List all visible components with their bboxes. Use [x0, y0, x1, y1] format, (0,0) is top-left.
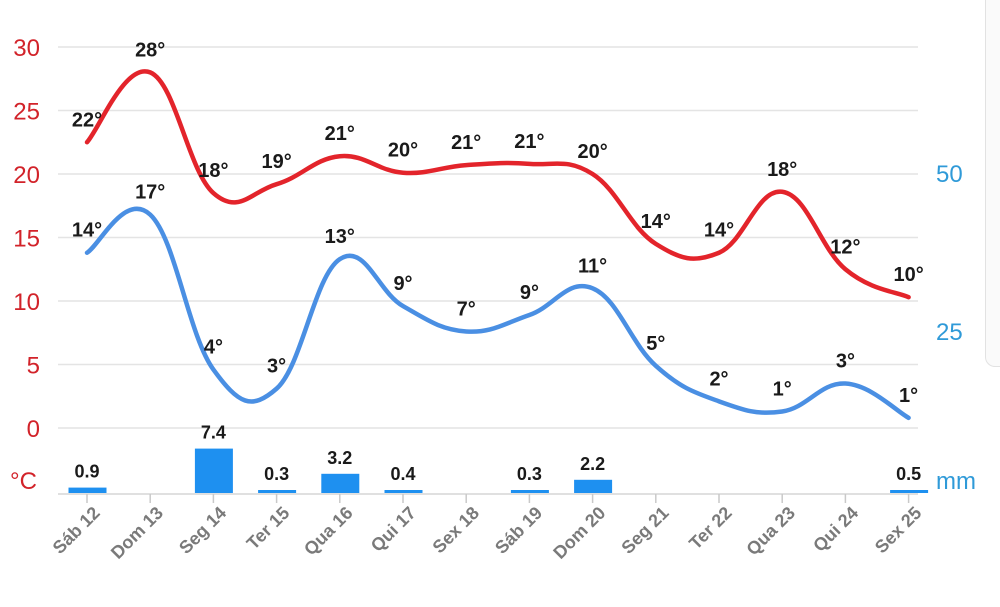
right-tick-label: 25 [936, 319, 963, 346]
x-tick-label: Ter 15 [243, 503, 294, 554]
precip-bars [68, 448, 929, 493]
temp-label-min: 7° [457, 298, 476, 320]
temp-label-min: 14° [72, 220, 102, 242]
gridlines [58, 46, 918, 495]
temp-label-max: 14° [704, 220, 734, 242]
temp-label-max: 21° [325, 123, 355, 145]
temp-label-max: 20° [388, 140, 418, 162]
temp-label-min: 13° [325, 226, 355, 248]
precip-label: 3.2 [327, 448, 352, 468]
precip-bar [258, 490, 297, 493]
temp-line-max [84, 69, 911, 300]
y-tick-label: 15 [13, 226, 40, 253]
precip-bar [384, 490, 423, 493]
x-tick-label: Seg 14 [175, 503, 230, 558]
data-labels: 22° 28° 18° 19° 21° 20° 21° 21° 20° 14° 14° 18° 12° 1… [72, 39, 924, 484]
temp-label-min: 9° [393, 273, 412, 295]
temp-label-max: 10° [893, 264, 923, 286]
temp-label-min: 11° [578, 255, 607, 277]
temp-label-min: 1° [773, 378, 792, 400]
precip-label: 0.4 [390, 464, 415, 484]
temp-label-max: 12° [830, 236, 860, 258]
x-tick-label: Seg 21 [617, 503, 672, 558]
precip-bar [510, 490, 549, 493]
precip-bar [68, 487, 107, 493]
temp-label-max: 18° [767, 159, 797, 181]
x-tick-label: Ter 22 [685, 503, 736, 554]
x-tick-label: Qui 24 [809, 503, 862, 556]
y-tick-label: 30 [13, 35, 40, 62]
x-tick-label: Dom 13 [107, 503, 167, 563]
temp-label-max: 21° [514, 131, 544, 153]
y-tick-label: 5 [27, 353, 40, 380]
temp-label-min: 17° [135, 182, 165, 204]
x-tick-label: Qua 16 [300, 503, 357, 560]
y-tick-label: 25 [13, 99, 40, 126]
temp-label-min: 5° [646, 333, 665, 355]
y-tick-label: 10 [13, 289, 40, 316]
x-tick-label: Dom 20 [549, 503, 609, 563]
temp-label-min: 1° [899, 385, 918, 407]
temp-label-max: 20° [577, 141, 607, 163]
y-axis-unit-celsius: °C [10, 468, 37, 495]
precip-label: 0.5 [896, 464, 921, 484]
temp-label-max: 28° [135, 39, 165, 61]
y-axis-right: 50 25 mm [936, 161, 976, 495]
x-tick-label: Sáb 19 [491, 503, 546, 558]
temp-line-min [84, 206, 911, 421]
temp-label-max: 19° [261, 151, 291, 173]
y-axis-unit-mm: mm [936, 468, 976, 495]
temp-label-min: 9° [520, 282, 539, 304]
temp-label-min: 3° [836, 351, 855, 373]
x-tick-label: Sáb 12 [49, 503, 104, 558]
temp-label-min: 4° [204, 337, 223, 359]
x-tick-label: Sex 25 [871, 503, 925, 557]
precip-bar [321, 473, 360, 493]
y-tick-label: 0 [27, 416, 40, 443]
precip-label: 7.4 [201, 423, 226, 443]
precip-label: 0.9 [74, 462, 99, 482]
precip-label: 0.3 [264, 464, 289, 484]
temperature-lines [84, 69, 911, 421]
temp-label-min: 2° [709, 368, 728, 390]
precip-label: 2.2 [580, 454, 605, 474]
temp-label-max: 21° [451, 132, 481, 154]
x-tick-label: Sex 18 [429, 503, 483, 557]
y-tick-label: 20 [13, 162, 40, 189]
x-tick-label: Qua 23 [742, 503, 799, 560]
precip-label: 0.3 [517, 464, 542, 484]
precip-bar [574, 479, 613, 493]
temp-label-max: 22° [72, 109, 102, 131]
temp-label-max: 18° [198, 160, 228, 182]
y-axis-left: 30 25 20 15 10 5 0 °C [10, 35, 40, 495]
precip-bar [890, 490, 929, 493]
temp-label-max: 14° [641, 211, 671, 233]
precip-bar [194, 448, 233, 493]
x-axis: Sáb 12 Dom 13 Seg 14 Ter 15 Qua 16 Qui 17 Sex … [49, 494, 925, 563]
right-tick-label: 50 [936, 161, 963, 188]
temp-label-min: 3° [267, 356, 286, 378]
x-tick-label: Qui 17 [367, 503, 420, 556]
scroll-edge [985, 0, 1000, 367]
